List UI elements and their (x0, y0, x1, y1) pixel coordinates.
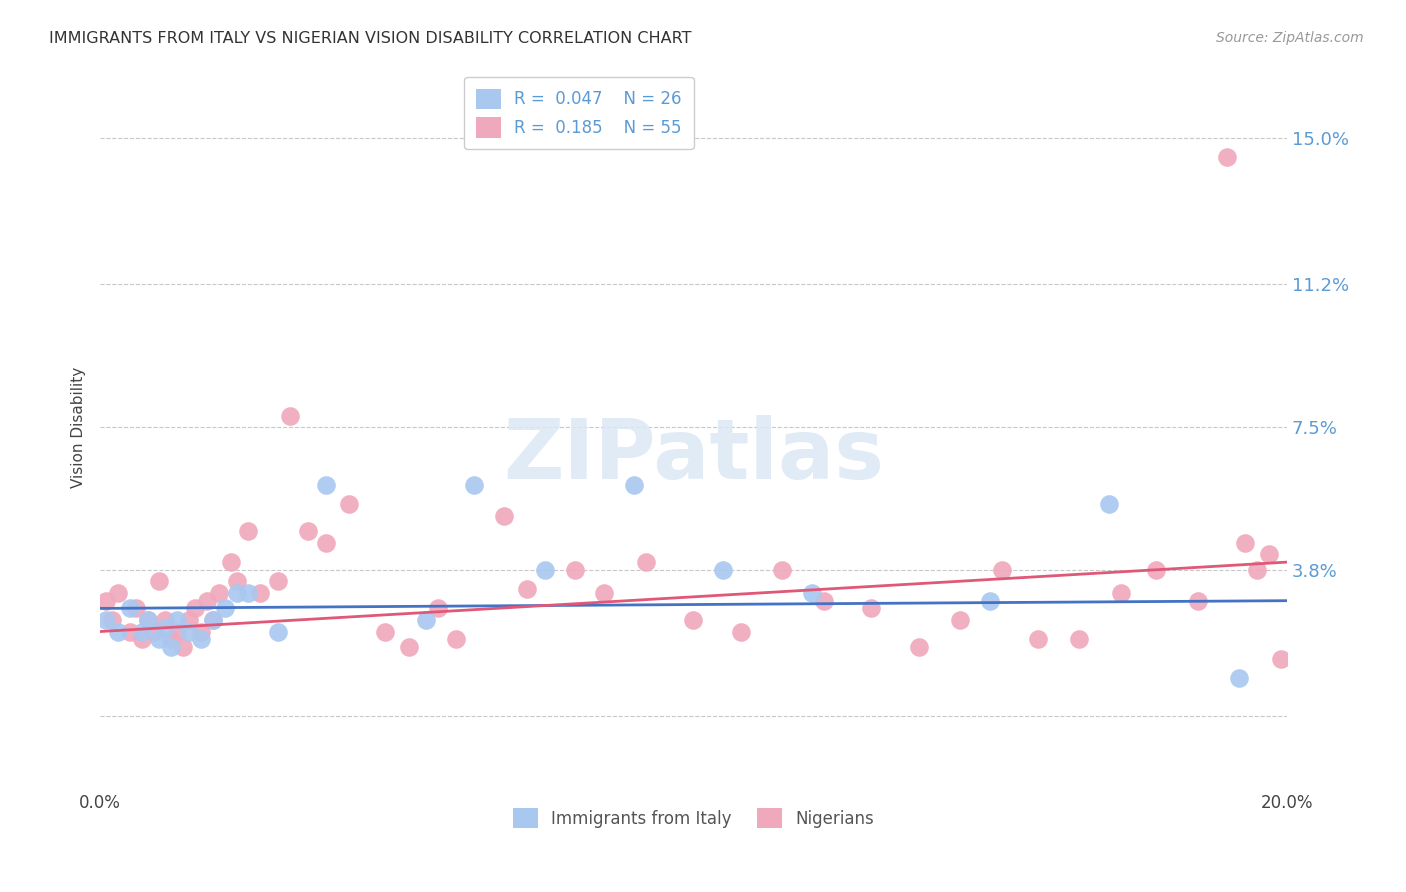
Point (160, 632, 183, 647)
Point (337, 497, 360, 511)
Point (593, 586, 616, 600)
Point (267, 574, 290, 589)
Point (155, 613, 177, 627)
Point (172, 640, 194, 654)
Point (1144, 563, 1167, 577)
Point (107, 586, 129, 600)
Point (623, 478, 645, 492)
Point (94, 593, 117, 607)
Point (201, 613, 224, 627)
Point (415, 613, 437, 627)
Point (1069, 632, 1091, 647)
Point (131, 632, 153, 647)
Point (772, 563, 794, 577)
Point (195, 593, 218, 607)
Point (166, 624, 188, 639)
Point (1234, 536, 1257, 550)
Point (1270, 651, 1292, 665)
Point (516, 582, 538, 596)
Point (634, 555, 657, 569)
Point (979, 593, 1001, 607)
Point (225, 586, 247, 600)
Point (463, 478, 485, 492)
Point (101, 613, 124, 627)
Point (267, 624, 290, 639)
Point (908, 640, 931, 654)
Legend: Immigrants from Italy, Nigerians: Immigrants from Italy, Nigerians (506, 801, 880, 835)
Text: ZIPatlas: ZIPatlas (503, 416, 884, 496)
Point (398, 640, 420, 654)
Point (249, 586, 271, 600)
Point (534, 563, 557, 577)
Point (1246, 563, 1268, 577)
Point (813, 593, 835, 607)
Point (315, 536, 337, 550)
Point (1187, 593, 1209, 607)
Point (374, 624, 396, 639)
Point (949, 613, 972, 627)
Point (427, 601, 450, 615)
Point (155, 621, 177, 635)
Point (190, 632, 212, 647)
Point (136, 613, 159, 627)
Point (1227, 671, 1250, 685)
Point (179, 624, 201, 639)
Point (711, 563, 734, 577)
Point (118, 624, 141, 639)
Point (730, 624, 752, 639)
Point (107, 624, 129, 639)
Point (131, 624, 153, 639)
Point (148, 632, 170, 647)
Point (179, 613, 201, 627)
Point (564, 563, 586, 577)
Text: Source: ZipAtlas.com: Source: ZipAtlas.com (1216, 31, 1364, 45)
Point (118, 601, 141, 615)
Point (297, 524, 319, 539)
Point (219, 555, 242, 569)
Point (142, 624, 165, 639)
Point (238, 586, 260, 600)
Point (1109, 586, 1132, 600)
Point (1216, 150, 1239, 164)
Point (860, 601, 883, 615)
Point (492, 508, 515, 523)
Point (190, 624, 212, 639)
Point (184, 601, 207, 615)
Point (225, 574, 247, 589)
Point (214, 601, 236, 615)
Point (160, 640, 183, 654)
Point (94, 613, 117, 627)
Point (1098, 497, 1121, 511)
Text: IMMIGRANTS FROM ITALY VS NIGERIAN VISION DISABILITY CORRELATION CHART: IMMIGRANTS FROM ITALY VS NIGERIAN VISION… (49, 31, 692, 46)
Point (801, 586, 824, 600)
Point (1026, 632, 1049, 647)
Point (1258, 548, 1281, 562)
Point (148, 574, 170, 589)
Point (991, 563, 1014, 577)
Point (682, 613, 704, 627)
Point (278, 409, 301, 423)
Point (201, 613, 224, 627)
Point (444, 632, 467, 647)
Point (166, 613, 188, 627)
Point (125, 601, 148, 615)
Point (136, 613, 159, 627)
Point (208, 586, 231, 600)
Point (315, 478, 337, 492)
Point (238, 524, 260, 539)
Y-axis label: Vision Disability: Vision Disability (72, 367, 86, 488)
